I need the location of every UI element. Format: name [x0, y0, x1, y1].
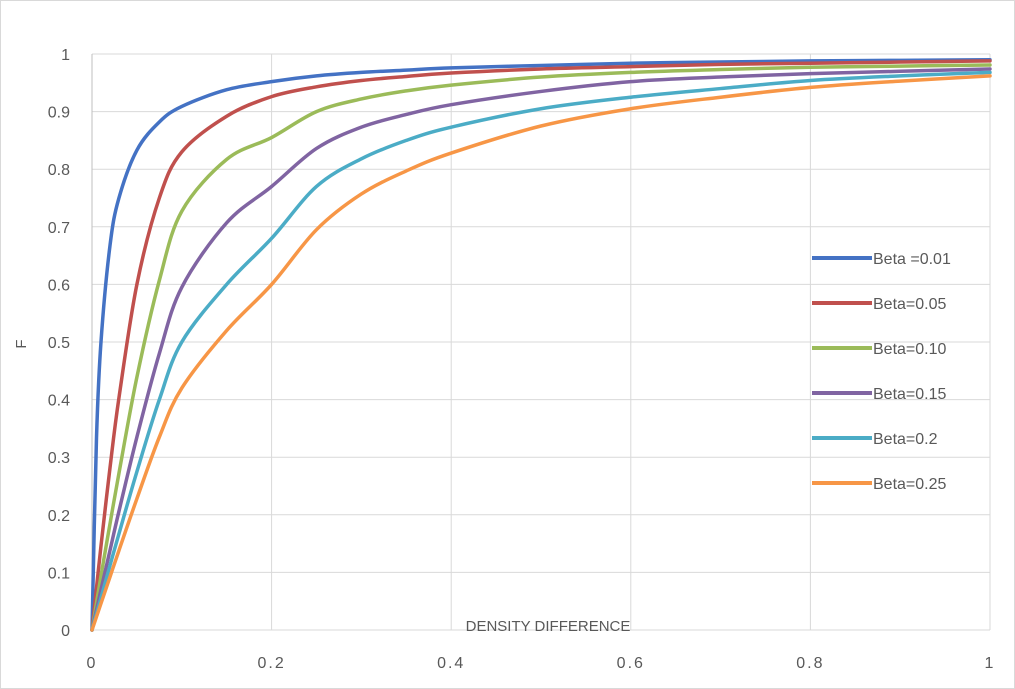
- legend-label: Beta =0.01: [873, 251, 951, 268]
- y-axis-title: F: [13, 339, 30, 348]
- legend-label: Beta=0.10: [873, 341, 947, 358]
- x-tick-label: 0.2: [257, 655, 285, 672]
- x-tick-label: 0.4: [437, 655, 465, 672]
- legend-label: Beta=0.25: [873, 476, 947, 493]
- x-tick-label: 1: [985, 655, 996, 672]
- y-tick-label: 0.1: [48, 565, 70, 582]
- x-tick-label: 0.8: [796, 655, 824, 672]
- legend-label: Beta=0.15: [873, 386, 947, 403]
- legend-label: Beta=0.2: [873, 431, 938, 448]
- y-tick-label: 0.2: [48, 508, 70, 525]
- y-tick-label: 0.4: [48, 393, 70, 410]
- x-tick-label: 0.6: [617, 655, 645, 672]
- legend-label: Beta=0.05: [873, 296, 947, 313]
- y-tick-label: 0: [61, 623, 70, 640]
- x-tick-label: 0: [87, 655, 98, 672]
- y-tick-label: 0.7: [48, 220, 70, 237]
- y-tick-label: 0.9: [48, 105, 70, 122]
- y-tick-label: 0.6: [48, 277, 70, 294]
- y-tick-label: 0.8: [48, 162, 70, 179]
- y-tick-label: 1: [61, 47, 70, 64]
- y-tick-label: 0.3: [48, 450, 70, 467]
- y-tick-label: 0.5: [48, 335, 70, 352]
- x-axis-title: DENSITY DIFFERENCE: [466, 618, 631, 635]
